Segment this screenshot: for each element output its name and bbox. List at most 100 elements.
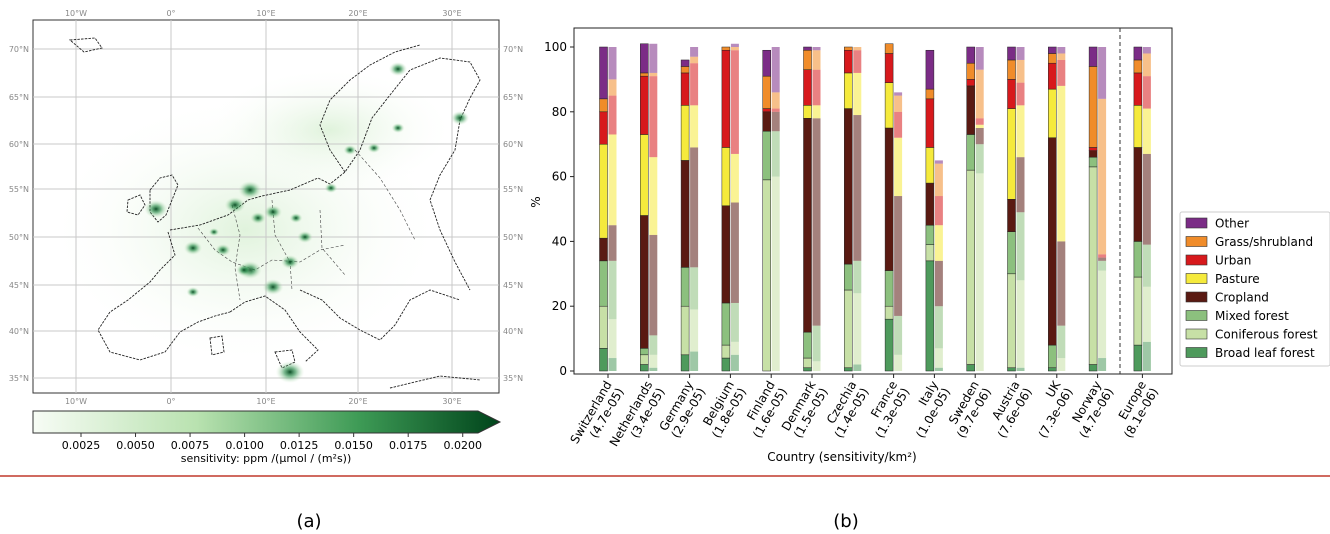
coast-iberia xyxy=(97,231,231,361)
bar-segment xyxy=(803,46,812,51)
lat-label-left: 50°N xyxy=(9,233,29,242)
lon-label-top: 10°W xyxy=(65,9,87,18)
y-tick-label: 20 xyxy=(552,299,567,313)
coast-iceland xyxy=(68,37,103,53)
legend-label: Coniferous forest xyxy=(1215,328,1318,342)
bar-segment xyxy=(721,344,731,359)
bar-segment xyxy=(680,305,690,356)
bar-segment xyxy=(853,72,862,116)
bar-segment xyxy=(771,47,780,93)
x-tick-label: Italy(1.0e-05) xyxy=(901,379,953,441)
sensitivity-map: 10°W 0° 10°E 20°E 30°E 10°W 0° 10°E 20°E 30°E 70… xyxy=(9,9,523,465)
legend-label: Broad leaf forest xyxy=(1215,346,1315,360)
legend-swatch xyxy=(1185,217,1208,229)
legend-label: Cropland xyxy=(1215,291,1269,305)
bar-group-france xyxy=(884,43,903,372)
bar-segment xyxy=(966,169,975,365)
bar-segment xyxy=(934,225,943,261)
caption-b: (b) xyxy=(833,511,858,532)
sensitivity-hotspot xyxy=(391,123,405,133)
bar-segment xyxy=(844,367,853,372)
bar-segment xyxy=(1007,199,1016,232)
bar-segment xyxy=(649,335,658,355)
bar-segment xyxy=(721,46,731,51)
bar-segment xyxy=(975,144,984,174)
sensitivity-hotspot xyxy=(208,228,220,236)
bar-segment xyxy=(1133,105,1143,148)
bar-segment xyxy=(1133,72,1143,106)
bar-segment xyxy=(762,75,771,109)
bar-segment xyxy=(884,53,894,83)
bar-segment xyxy=(1088,150,1098,158)
bar-group-denmark xyxy=(803,46,821,372)
colorbar-tick-label: 0.0200 xyxy=(443,439,482,452)
sensitivity-hotspots xyxy=(144,62,470,383)
lon-label-top: 10°E xyxy=(256,9,275,18)
bar-segment xyxy=(1057,47,1066,54)
bar-segment xyxy=(925,98,935,148)
bar-segment xyxy=(1057,53,1066,60)
lat-label-right: 65°N xyxy=(503,93,523,102)
coast-balkans xyxy=(299,289,461,341)
bar-segment xyxy=(803,105,812,119)
bar-segment xyxy=(599,348,608,372)
bar-group-switzerland xyxy=(599,46,617,372)
bar-segment xyxy=(599,237,608,262)
bar-group-europe xyxy=(1133,46,1151,372)
bar-segment xyxy=(771,131,780,177)
caption-a: (a) xyxy=(296,511,321,532)
bar-segment xyxy=(730,50,739,154)
bar-segment xyxy=(812,50,821,70)
bar-segment xyxy=(894,92,903,96)
bar-segment xyxy=(934,196,943,226)
bar-segment xyxy=(894,111,903,138)
bar-segment xyxy=(690,351,699,371)
lat-label-left: 70°N xyxy=(9,45,29,54)
bar-segment xyxy=(762,179,771,372)
bar-segment xyxy=(853,293,862,365)
bar-segment xyxy=(1142,108,1151,154)
x-tick-label: Norway(4.7e-06) xyxy=(1064,379,1116,441)
bar-segment xyxy=(680,105,690,161)
bar-segment xyxy=(1133,147,1143,242)
bar-segment xyxy=(730,43,739,47)
bar-segment xyxy=(649,234,658,336)
sensitivity-haze-north xyxy=(210,70,450,190)
sensitivity-hotspot xyxy=(263,205,283,219)
coast-sardinia xyxy=(209,335,225,356)
bar-segment xyxy=(1016,82,1025,106)
bar-segment xyxy=(649,367,658,371)
bar-segment xyxy=(730,202,739,303)
bar-segment xyxy=(934,260,943,307)
bar-segment xyxy=(730,302,739,342)
bar-segment xyxy=(762,49,771,77)
bar-segment xyxy=(1048,88,1057,138)
bar-segment xyxy=(925,49,935,90)
sensitivity-hotspot xyxy=(367,143,381,153)
bar-segment xyxy=(690,105,699,148)
bar-segment xyxy=(771,111,780,132)
bar-segment xyxy=(762,108,771,113)
bar-segment xyxy=(975,124,984,128)
bar-segment xyxy=(608,260,617,320)
bar-segment xyxy=(894,137,903,197)
bar-segment xyxy=(1142,153,1151,245)
bar-segment xyxy=(649,354,658,368)
lat-label-left: 40°N xyxy=(9,327,29,336)
legend-box xyxy=(1179,211,1330,367)
bar-segment xyxy=(934,163,943,197)
bar-segment xyxy=(812,325,821,362)
sensitivity-hotspot xyxy=(450,111,470,125)
bar-segment xyxy=(1142,286,1151,342)
bar-segment xyxy=(966,79,975,87)
bar-segment xyxy=(680,354,690,372)
border-2 xyxy=(231,204,241,301)
bar-segment xyxy=(1098,257,1107,261)
legend-label: Other xyxy=(1215,217,1249,231)
bar-segment xyxy=(1016,157,1025,213)
x-tick-label: UK(7.3e-06) xyxy=(1024,378,1077,441)
bar-segment xyxy=(1098,260,1107,271)
bar-segment xyxy=(721,302,731,346)
bar-segment xyxy=(599,305,608,349)
sensitivity-hotspot xyxy=(183,241,203,255)
